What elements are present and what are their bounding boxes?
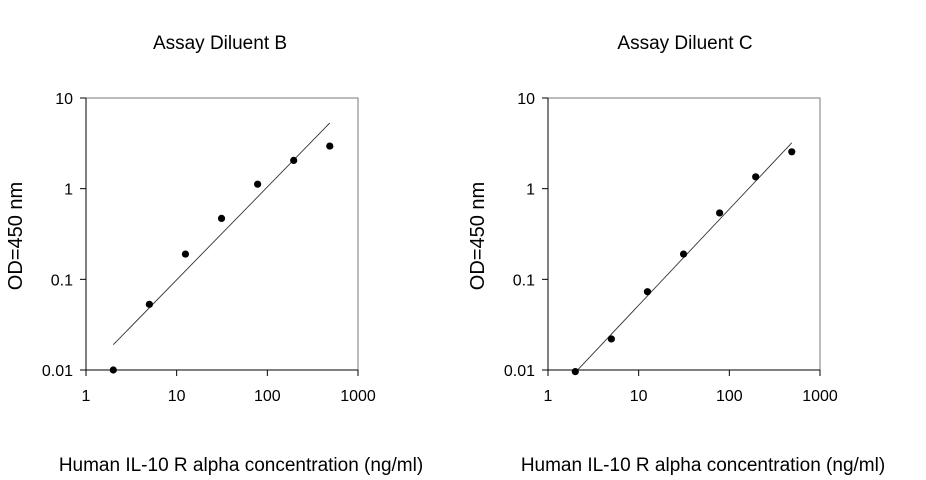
x-axis-label: Human IL-10 R alpha concentration (ng/ml… bbox=[59, 455, 423, 476]
data-point bbox=[217, 214, 226, 222]
y-tick-label: 10 bbox=[517, 91, 535, 108]
data-point bbox=[679, 250, 688, 258]
data-point bbox=[788, 148, 796, 156]
plot-frame bbox=[547, 97, 821, 371]
x-tick-label: 1000 bbox=[802, 388, 838, 405]
chart-title: Assay Diluent C bbox=[617, 33, 752, 54]
data-point bbox=[716, 209, 724, 217]
y-tick-label: 0.1 bbox=[51, 272, 73, 289]
data-point bbox=[643, 288, 652, 296]
data-point bbox=[181, 250, 190, 258]
x-tick-label: 1000 bbox=[340, 388, 376, 405]
x-tick-label: 10 bbox=[630, 388, 648, 405]
y-tick-label: 0.01 bbox=[504, 363, 535, 380]
data-point bbox=[607, 335, 615, 343]
y-tick-label: 1 bbox=[64, 182, 73, 199]
data-point bbox=[290, 156, 298, 165]
data-point bbox=[752, 173, 760, 181]
chart-title: Assay Diluent B bbox=[153, 33, 287, 54]
data-point bbox=[254, 180, 262, 188]
y-tick-label: 10 bbox=[55, 91, 73, 108]
chart-panel-1: Assay Diluent B 1 10 100 1000 0.01 0.1 1 10 Human… bbox=[5, 33, 423, 476]
x-tick-label: 100 bbox=[254, 388, 281, 405]
chart-panel-2: Assay Diluent C 1 10 100 1000 0.01 0.1 1 10 Human… bbox=[467, 33, 885, 476]
y-tick-label: 0.01 bbox=[42, 363, 73, 380]
x-tick-label: 1 bbox=[82, 388, 91, 405]
x-axis-label: Human IL-10 R alpha concentration (ng/ml… bbox=[521, 455, 885, 476]
y-axis-label: OD=450 nm bbox=[467, 182, 489, 290]
x-tick-label: 10 bbox=[168, 388, 186, 405]
data-point bbox=[326, 142, 334, 150]
x-tick-label: 100 bbox=[716, 388, 743, 405]
y-tick-label: 0.1 bbox=[513, 272, 535, 289]
data-point bbox=[109, 366, 117, 374]
data-point bbox=[145, 300, 153, 308]
y-tick-label: 1 bbox=[526, 182, 535, 199]
y-axis-label: OD=450 nm bbox=[5, 182, 27, 290]
data-point bbox=[571, 368, 579, 376]
trend-line bbox=[112, 122, 331, 346]
x-tick-label: 1 bbox=[544, 388, 553, 405]
